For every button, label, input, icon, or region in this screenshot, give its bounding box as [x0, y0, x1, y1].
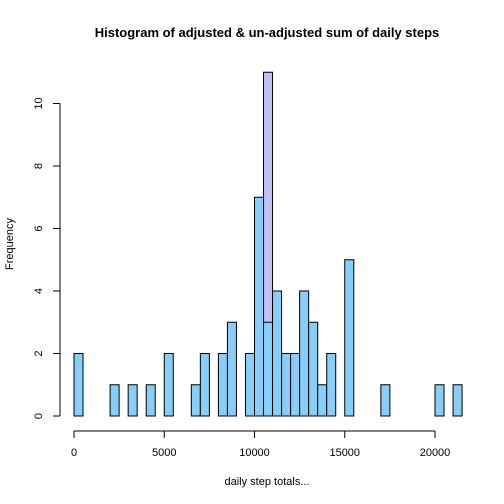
- x-tick-label: 10000: [239, 447, 270, 459]
- y-axis: 0 2 4 6 8 10: [33, 97, 60, 419]
- histogram-bar-1-22: [453, 385, 462, 416]
- histogram-bar-1-19: [345, 260, 354, 416]
- histogram-bar-1-18: [327, 354, 336, 417]
- x-tick-label: 0: [71, 447, 77, 459]
- chart-title: Histogram of adjusted & un-adjusted sum …: [95, 25, 440, 40]
- histogram-bar-1-3: [146, 385, 155, 416]
- x-tick-label: 5000: [152, 447, 176, 459]
- y-tick-label: 6: [33, 225, 45, 231]
- y-tick-label: 8: [33, 163, 45, 169]
- histogram-bar-1-12: [273, 291, 282, 416]
- histogram-bar-1-14: [291, 354, 300, 417]
- histogram-bar-1-1: [110, 385, 119, 416]
- x-axis-label: daily step totals...: [225, 476, 310, 488]
- histogram-bar-1-13: [282, 354, 291, 417]
- histogram-bar-1-20: [381, 385, 390, 416]
- histogram-bar-1-16: [309, 322, 318, 416]
- histogram-bar-1-7: [218, 354, 227, 417]
- histogram-bar-1-21: [435, 385, 444, 416]
- x-axis: 0 5000 10000 15000 20000: [71, 431, 450, 459]
- bars-layer: [74, 72, 462, 416]
- histogram-bar-1-9: [245, 354, 254, 417]
- histogram-bar-1-15: [300, 291, 309, 416]
- histogram-bar-1-2: [128, 385, 137, 416]
- y-tick-label: 10: [33, 97, 45, 109]
- x-tick-label: 15000: [329, 447, 360, 459]
- histogram-bar-1-6: [200, 354, 209, 417]
- y-tick-label: 0: [33, 413, 45, 419]
- histogram-bar-1-17: [318, 385, 327, 416]
- histogram-bar-1-8: [227, 322, 236, 416]
- histogram-bar-1-4: [164, 354, 173, 417]
- x-tick-label: 20000: [420, 447, 451, 459]
- histogram-bar-1-0: [74, 354, 83, 417]
- histogram-bar-1-5: [191, 385, 200, 416]
- y-axis-label: Frequency: [4, 218, 16, 270]
- histogram-bar-1-11: [264, 322, 273, 416]
- y-tick-label: 4: [33, 288, 45, 294]
- histogram-bar-1-10: [255, 197, 264, 416]
- y-tick-label: 2: [33, 350, 45, 356]
